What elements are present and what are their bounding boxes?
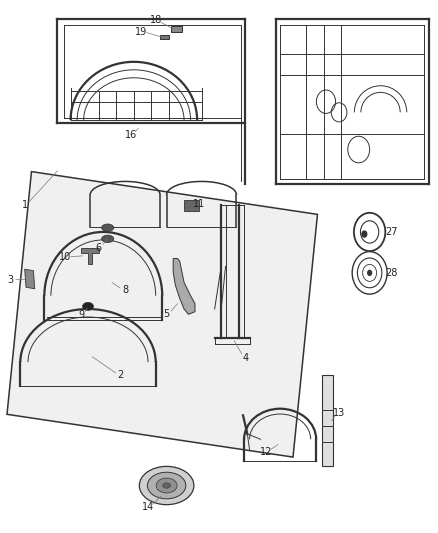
Ellipse shape <box>102 224 114 231</box>
Text: 2: 2 <box>118 370 124 381</box>
Polygon shape <box>7 172 318 457</box>
Text: 5: 5 <box>163 309 170 319</box>
Circle shape <box>367 270 372 276</box>
Text: 19: 19 <box>135 27 148 37</box>
Ellipse shape <box>82 302 93 310</box>
Text: 27: 27 <box>385 227 398 237</box>
Text: 12: 12 <box>260 447 272 456</box>
Text: 1: 1 <box>21 200 28 211</box>
Polygon shape <box>184 200 199 211</box>
Ellipse shape <box>148 472 186 499</box>
Ellipse shape <box>102 235 114 243</box>
Ellipse shape <box>162 483 170 488</box>
Polygon shape <box>321 375 333 466</box>
Ellipse shape <box>156 478 177 493</box>
Text: 9: 9 <box>78 310 85 320</box>
Polygon shape <box>81 248 99 264</box>
Polygon shape <box>160 35 169 39</box>
Polygon shape <box>173 259 195 314</box>
Circle shape <box>361 230 367 238</box>
Text: 8: 8 <box>122 286 128 295</box>
Text: 6: 6 <box>96 243 102 253</box>
Text: 28: 28 <box>385 268 398 278</box>
Text: 16: 16 <box>125 130 137 140</box>
Text: 13: 13 <box>333 408 345 418</box>
Polygon shape <box>25 269 35 289</box>
Text: 18: 18 <box>149 15 162 26</box>
Text: 3: 3 <box>7 275 14 285</box>
Text: 11: 11 <box>193 199 205 209</box>
Ellipse shape <box>139 466 194 505</box>
Text: 14: 14 <box>142 502 154 512</box>
Polygon shape <box>171 26 182 31</box>
Text: 10: 10 <box>59 252 71 262</box>
Text: 4: 4 <box>242 353 248 363</box>
